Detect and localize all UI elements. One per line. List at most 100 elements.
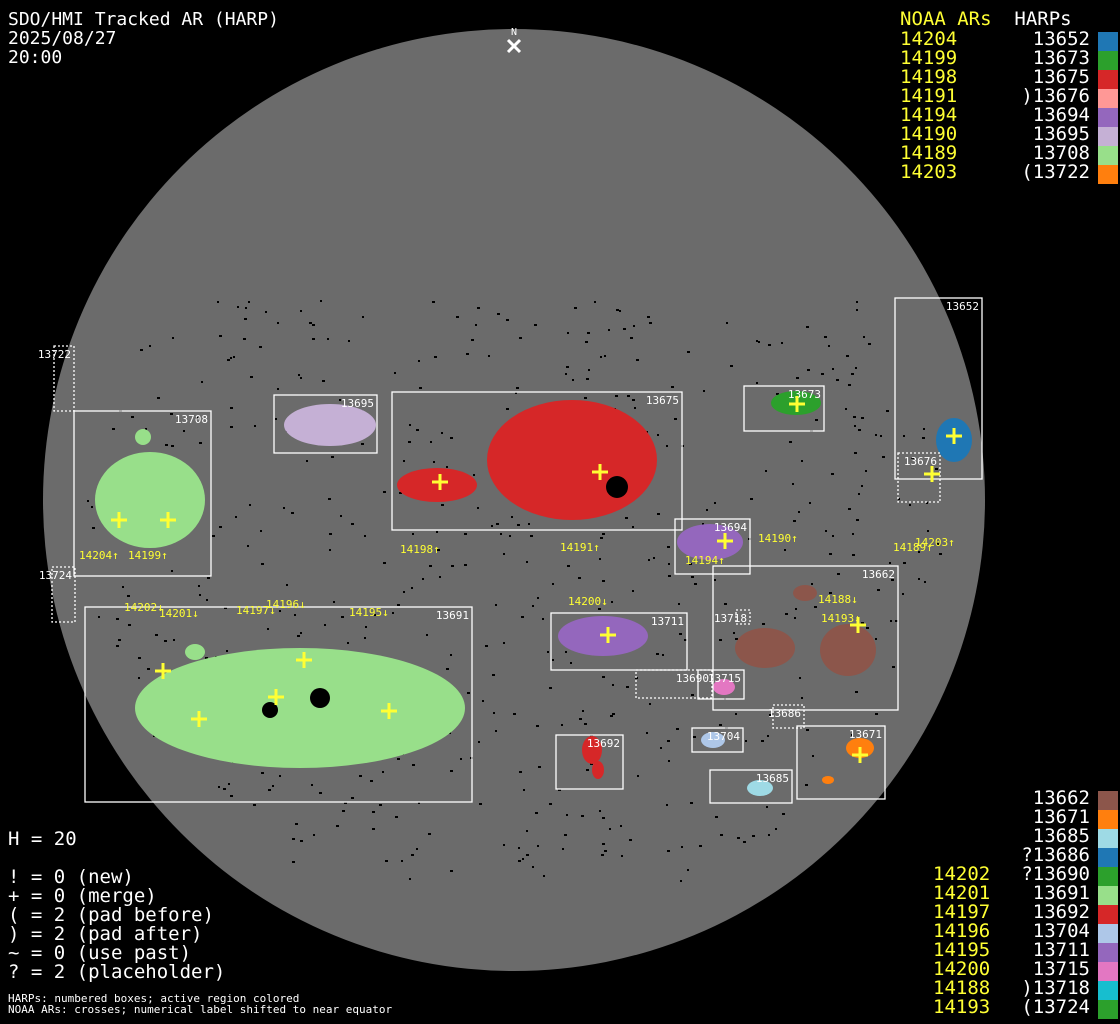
harp-box [84,606,473,803]
active-region-mask [487,400,657,520]
noaa-label: 14191↑ [560,541,600,554]
speck [517,524,520,526]
speck [745,740,747,742]
speck [911,457,914,459]
speck [756,340,758,342]
speck [584,397,587,399]
speck [806,729,809,731]
speck [609,828,611,830]
speck [397,758,400,760]
harp-box [391,391,683,531]
speck [485,645,488,647]
speck [411,587,413,589]
noaa-header: NOAA ARs [900,8,992,30]
speck [588,369,590,371]
speck [306,460,308,462]
speck [399,492,402,494]
speck [247,545,249,547]
speck [157,397,160,399]
speck [602,676,605,678]
active-region-mask [135,429,151,445]
speck [199,594,201,596]
speck [482,700,484,702]
speck [892,666,895,668]
speck [249,504,251,506]
speck [612,684,614,686]
speck [260,530,262,532]
speck [649,703,651,705]
speck [439,576,441,578]
speck [815,419,818,421]
speck [261,772,264,774]
speck [766,806,768,808]
harp-box-label: 13662 [862,568,895,581]
speck [449,732,451,734]
speck [392,612,394,614]
speck [939,553,942,555]
speck [687,869,689,871]
speck [733,632,735,634]
speck [549,803,552,805]
speck [547,651,549,653]
speck [852,533,854,535]
speck [403,591,405,593]
noaa-cross-icon [155,663,171,679]
speck [798,511,800,513]
speck [320,300,322,302]
color-swatch [1098,146,1118,165]
speck [656,653,659,655]
noaa-labels: 14204↑ 14199↑ 14198↑ 14191↑14190↑14189↑1420… [79,532,955,625]
speck [719,724,722,726]
speck [112,428,115,430]
speck [796,377,799,379]
speck [336,825,339,827]
speck [295,823,298,825]
speck [268,789,271,791]
speck [227,359,230,361]
speck [341,616,344,618]
harp-box-label: 13692 [587,737,620,750]
speck [730,365,733,367]
speck [768,834,770,836]
harp-number: )13718 [1021,977,1090,999]
harp-box [697,669,745,700]
speck [636,359,639,361]
noaa-label: 14202↓ [124,601,164,614]
speck [235,516,237,518]
speck [495,604,497,606]
speck [601,854,604,856]
speck [832,535,834,537]
speck [532,605,534,607]
color-swatch [1098,905,1118,924]
speck [277,388,279,390]
harp-box [897,452,941,503]
speck [594,301,596,303]
speck [491,525,493,527]
harp-box [53,345,75,412]
speck [889,562,891,564]
speck [875,713,878,715]
noaa-ar-number: 14190 [900,123,958,145]
speck [477,507,479,509]
speck [634,407,636,409]
noaa-label: 14204↑ [79,549,119,562]
speck [671,386,674,388]
speck [922,437,925,439]
noaa-cross-icon [852,747,868,763]
speck [809,502,811,504]
speck [327,338,329,340]
speck [464,564,467,566]
speck [848,508,851,510]
noaa-cross-icon [789,396,805,412]
harp-box-label: 13673 [788,388,821,401]
speck [586,378,589,380]
speck [649,322,652,324]
speck [446,466,448,468]
speck [351,797,354,799]
speck [856,301,858,303]
speck [456,316,459,318]
speck [794,617,796,619]
speck [632,590,634,592]
active-region-mask [185,644,205,660]
speck [687,351,690,353]
